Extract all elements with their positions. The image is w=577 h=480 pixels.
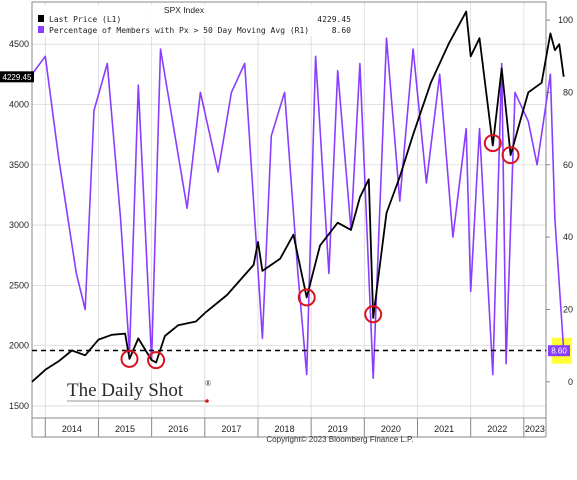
x-tick-label: 2021 bbox=[434, 424, 454, 434]
legend-box bbox=[35, 5, 355, 36]
x-tick-label: 2014 bbox=[62, 424, 82, 434]
x-tick-label: 2023 bbox=[525, 424, 545, 434]
x-tick-label: 2017 bbox=[221, 424, 241, 434]
svg-text:4229.45: 4229.45 bbox=[3, 73, 32, 82]
copyright-text: Copyright© 2023 Bloomberg Finance L.P. bbox=[266, 435, 413, 444]
right-tick-label: 60 bbox=[563, 160, 573, 170]
left-tick-label: 4000 bbox=[9, 99, 29, 109]
left-tick-label: 3000 bbox=[9, 220, 29, 230]
plot-frame bbox=[31, 1, 547, 419]
circled-points bbox=[120, 134, 520, 370]
left-tick-label: 2000 bbox=[9, 341, 29, 351]
legend-swatch-pct bbox=[38, 26, 44, 33]
right-tick-label: 0 bbox=[568, 377, 573, 387]
x-tick-label: 2022 bbox=[487, 424, 507, 434]
circled-point-5 bbox=[501, 146, 520, 165]
last-value-tag-pct: 8.60 bbox=[548, 345, 570, 357]
brand-registered: ® bbox=[205, 379, 211, 388]
legend-swatch-price bbox=[38, 15, 44, 22]
svg-text:8.60: 8.60 bbox=[551, 347, 567, 356]
left-tick-label: 3500 bbox=[9, 160, 29, 170]
circled-point-1 bbox=[147, 351, 166, 370]
legend-value-price: 4229.45 bbox=[317, 15, 351, 24]
right-axis: 0 20 40 60 80 100 bbox=[546, 15, 573, 387]
left-tick-label: 1500 bbox=[9, 401, 29, 411]
chart-title: SPX Index bbox=[164, 5, 205, 15]
x-tick-label: 2019 bbox=[328, 424, 348, 434]
left-tick-label: 4500 bbox=[9, 39, 29, 49]
series-line-pct-above-50dma bbox=[31, 37, 565, 379]
x-tick-label: 2018 bbox=[275, 424, 295, 434]
right-tick-label: 40 bbox=[563, 232, 573, 242]
right-tick-label: 20 bbox=[563, 304, 573, 314]
right-tick-label: 80 bbox=[563, 87, 573, 97]
legend-label-price: Last Price (L1) bbox=[49, 15, 121, 24]
x-axis: 2014 2015 2016 2017 2018 2019 2020 2021 2022 2023 bbox=[31, 418, 547, 438]
x-tick-label: 2016 bbox=[168, 424, 188, 434]
right-tick-label: 100 bbox=[558, 15, 573, 25]
legend-label-pct: Percentage of Members with Px > 50 Day M… bbox=[49, 26, 309, 35]
brand-logo: The Daily Shot ® bbox=[67, 379, 211, 403]
circled-point-4 bbox=[483, 134, 502, 153]
legend-value-pct: 8.60 bbox=[332, 26, 351, 35]
last-value-tag-price: 4229.45 bbox=[0, 71, 34, 83]
circled-point-0 bbox=[120, 349, 139, 368]
x-tick-label: 2020 bbox=[381, 424, 401, 434]
brand-text: The Daily Shot bbox=[67, 380, 184, 401]
left-tick-label: 2500 bbox=[9, 280, 29, 290]
circled-point-3 bbox=[364, 305, 383, 324]
circled-point-2 bbox=[297, 288, 316, 307]
left-axis: 1500 2000 2500 3000 3500 4000 4500 bbox=[9, 39, 29, 411]
x-tick-label: 2015 bbox=[115, 424, 135, 434]
